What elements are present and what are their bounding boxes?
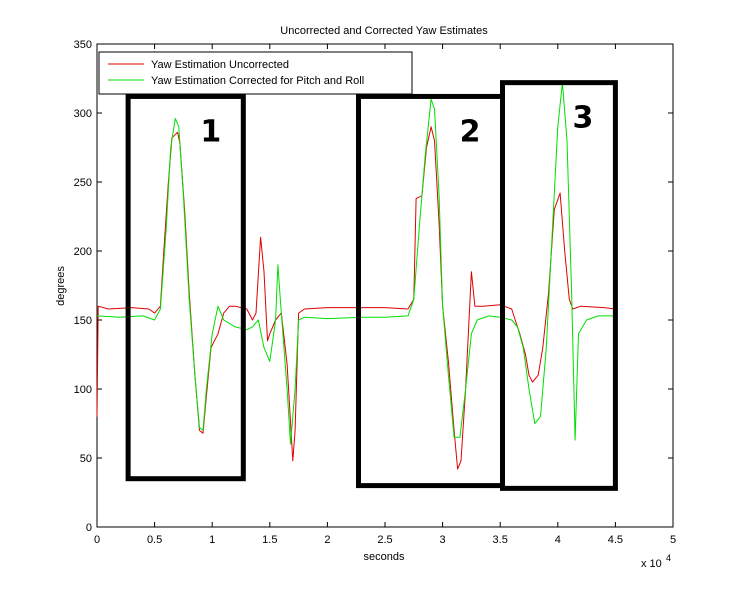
annotation-box-3 <box>500 80 618 491</box>
annotation-box-1 <box>125 93 246 482</box>
series-lines <box>96 82 616 470</box>
x-tick-label: 1 <box>209 534 215 546</box>
x-tick-label: 1.5 <box>262 534 277 546</box>
x-exponent-base: x 10 <box>641 558 662 570</box>
legend-label-0: Yaw Estimation Uncorrected <box>151 59 289 71</box>
y-axis: 0 50 100 150 200 250 300 350 <box>74 39 673 534</box>
legend-box <box>98 51 413 95</box>
y-tick-label: 100 <box>74 384 92 396</box>
plot-area: 0 50 100 150 200 250 300 350 0 0.5 1 1.5 2 2.5 3 3.5 4 4… <box>74 39 676 546</box>
y-axis-label: degrees <box>55 266 67 306</box>
y-tick-label: 300 <box>74 108 92 120</box>
annotation-boxes: 1 2 3 <box>125 80 618 491</box>
x-tick-label: 4 <box>555 534 561 546</box>
x-tick-label: 0 <box>94 534 100 546</box>
y-tick-label: 250 <box>74 177 92 189</box>
x-tick-label: 2.5 <box>377 534 392 546</box>
series-line-1 <box>96 82 616 445</box>
x-exponent: x 10 4 <box>641 553 671 570</box>
legend: Yaw Estimation Uncorrected Yaw Estimation… <box>98 51 413 95</box>
legend-label-1: Yaw Estimation Corrected for Pitch and R… <box>151 75 364 87</box>
chart-title: Uncorrected and Corrected Yaw Estimates <box>280 25 488 37</box>
y-tick-label: 350 <box>74 39 92 51</box>
annotation-label-1: 1 <box>200 114 221 149</box>
annotation-label-2: 2 <box>460 114 481 149</box>
axes-frame <box>96 43 674 528</box>
x-tick-label: 3.5 <box>493 534 508 546</box>
x-axis-label: seconds <box>364 551 405 563</box>
x-tick-label: 2 <box>324 534 330 546</box>
x-axis: 0 0.5 1 1.5 2 2.5 3 3.5 4 4.5 5 <box>94 44 676 546</box>
y-tick-label: 0 <box>86 522 92 534</box>
annotation-label-3: 3 <box>573 101 594 136</box>
x-tick-label: 3 <box>440 534 446 546</box>
x-tick-label: 5 <box>670 534 676 546</box>
y-tick-label: 50 <box>80 453 92 465</box>
y-tick-label: 150 <box>74 315 92 327</box>
x-tick-label: 0.5 <box>147 534 162 546</box>
y-tick-label: 200 <box>74 246 92 258</box>
x-tick-label: 4.5 <box>608 534 623 546</box>
x-exponent-power: 4 <box>666 553 671 563</box>
